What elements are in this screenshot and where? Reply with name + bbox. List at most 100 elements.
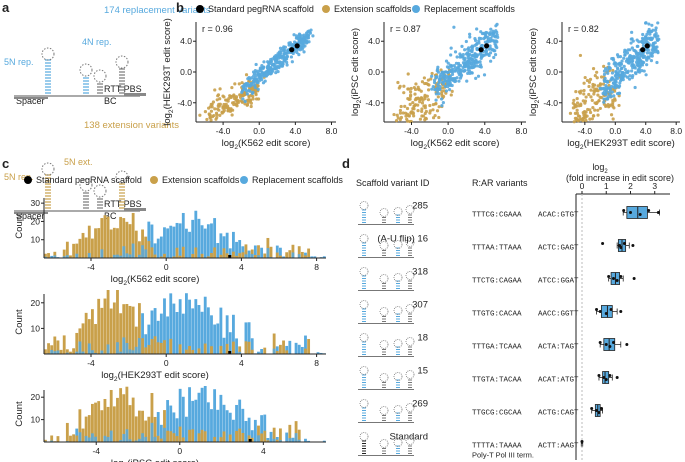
scatter-point-extension bbox=[592, 92, 596, 96]
histogram-bar-replacement bbox=[238, 351, 242, 354]
scatter-point-replacement bbox=[467, 65, 471, 69]
histogram-bar-replacement bbox=[94, 352, 97, 354]
histogram-bar-replacement bbox=[213, 324, 217, 354]
histogram-bar-extension bbox=[159, 438, 163, 442]
scatter-point-replacement bbox=[641, 32, 645, 37]
histogram-bar-extension bbox=[91, 309, 94, 354]
histogram-bar-extension bbox=[81, 428, 85, 442]
scatter-point-extension bbox=[215, 98, 219, 102]
scaffold-icon-loop bbox=[393, 306, 403, 315]
histogram-bar-extension bbox=[219, 437, 223, 442]
histogram-bar-replacement bbox=[119, 255, 123, 258]
box-point bbox=[599, 407, 603, 410]
histogram-bar-extension bbox=[232, 251, 235, 258]
scatter-point-replacement bbox=[604, 89, 608, 94]
scatter-point-replacement bbox=[488, 36, 493, 40]
histogram-bar-replacement bbox=[159, 424, 163, 442]
scatter-point-replacement bbox=[258, 76, 262, 80]
histogram-bar-replacement bbox=[78, 341, 82, 354]
scatter-point-replacement bbox=[432, 80, 437, 85]
scatter-point-replacement bbox=[458, 52, 462, 56]
histogram-bar-extension bbox=[241, 432, 245, 442]
scatter-point-replacement bbox=[442, 70, 446, 74]
histogram-bar-extension bbox=[141, 410, 144, 442]
x-tick-label: -4.0 bbox=[216, 126, 231, 136]
histogram-bar-replacement bbox=[78, 432, 82, 442]
scatter-point-extension bbox=[418, 100, 422, 104]
scatter-point-replacement bbox=[489, 59, 493, 63]
histogram-bar-replacement bbox=[266, 438, 270, 442]
scatter-point-extension bbox=[420, 109, 424, 113]
histogram-bar-replacement bbox=[260, 348, 264, 354]
scatter-point-replacement bbox=[473, 37, 477, 41]
scatter-point-extension bbox=[596, 113, 600, 117]
histogram-bar-replacement bbox=[87, 343, 91, 354]
histogram-bar-replacement bbox=[219, 307, 223, 354]
loop-circle bbox=[93, 69, 107, 83]
scatter-point-replacement bbox=[622, 56, 626, 60]
scatter-point-replacement bbox=[444, 59, 449, 63]
scatter-point-replacement bbox=[472, 61, 476, 66]
scatter-point-extension bbox=[409, 93, 413, 97]
scatter-point-extension bbox=[399, 104, 403, 109]
scatter-point-standard bbox=[484, 43, 490, 49]
y-tick-label: 20 bbox=[31, 298, 41, 308]
scatter-point-replacement bbox=[619, 66, 624, 71]
scatter-point-replacement bbox=[649, 29, 654, 34]
scatter-point-replacement bbox=[300, 34, 304, 38]
scatter-point-extension bbox=[583, 101, 587, 105]
scatter-point-replacement bbox=[241, 97, 245, 101]
histogram-bar-replacement bbox=[150, 310, 154, 354]
histogram-bar-extension bbox=[112, 302, 116, 354]
scatter-point-replacement bbox=[241, 84, 245, 88]
scatter-point-standard bbox=[640, 47, 646, 53]
scatter-point-extension bbox=[209, 118, 213, 122]
histogram-bar-extension bbox=[272, 333, 276, 354]
scatter-point-extension bbox=[423, 118, 427, 122]
scatter-point-replacement bbox=[655, 37, 659, 42]
scatter-point-replacement bbox=[248, 84, 252, 88]
histogram-bar-extension bbox=[141, 229, 144, 258]
histogram-bar-replacement bbox=[87, 253, 91, 258]
scatter-point-standard bbox=[478, 47, 484, 53]
scatter-point-extension bbox=[607, 83, 611, 88]
histogram-bar-extension bbox=[225, 343, 229, 354]
scatter-point-replacement bbox=[290, 44, 294, 48]
legend-c-standard-text: Standard pegRNA scaffold bbox=[36, 175, 142, 185]
scatter-point-replacement bbox=[612, 81, 616, 86]
y-tick-label: -4.0 bbox=[543, 98, 558, 108]
histogram-bar-extension bbox=[250, 437, 254, 442]
scatter-point-replacement bbox=[447, 66, 451, 70]
histogram-bar-replacement bbox=[200, 387, 204, 442]
scatter-point-replacement bbox=[266, 60, 270, 64]
rtt-pbs-b-label: RTT PBS bbox=[104, 199, 142, 209]
scatter-point-standard bbox=[294, 43, 300, 49]
scatter-point-replacement bbox=[430, 74, 434, 78]
scatter-point-replacement bbox=[598, 86, 602, 90]
scatter-point-replacement bbox=[285, 60, 289, 64]
scatter-point-replacement bbox=[456, 70, 460, 74]
histogram-bar-extension bbox=[213, 247, 217, 258]
scatter-point-extension bbox=[203, 109, 208, 114]
scatter-point-extension bbox=[450, 89, 454, 93]
scatter-point-replacement bbox=[629, 41, 633, 45]
histogram-bar-extension bbox=[69, 351, 72, 354]
x-tick-label: -4 bbox=[87, 358, 95, 368]
histogram-bar-replacement bbox=[138, 438, 141, 442]
scatter-point-replacement bbox=[453, 79, 457, 84]
scatter-point-extension bbox=[572, 98, 576, 102]
histogram-bar-extension bbox=[213, 436, 217, 442]
scatter-point-replacement bbox=[282, 49, 286, 53]
histogram-bar-replacement bbox=[138, 254, 141, 258]
histogram-bar-extension bbox=[279, 428, 282, 442]
histogram-bar-replacement bbox=[75, 351, 79, 354]
histogram-bar-extension bbox=[275, 351, 279, 354]
histogram-bar-replacement bbox=[175, 418, 179, 442]
scaffold-variant-id: 15 bbox=[417, 366, 428, 377]
box-point bbox=[598, 310, 602, 313]
y-tick-label: 10 bbox=[31, 235, 41, 245]
scatter-point-replacement bbox=[434, 92, 438, 96]
histogram-bar-replacement bbox=[131, 243, 135, 258]
x-tick-label: 0.0 bbox=[442, 126, 454, 136]
